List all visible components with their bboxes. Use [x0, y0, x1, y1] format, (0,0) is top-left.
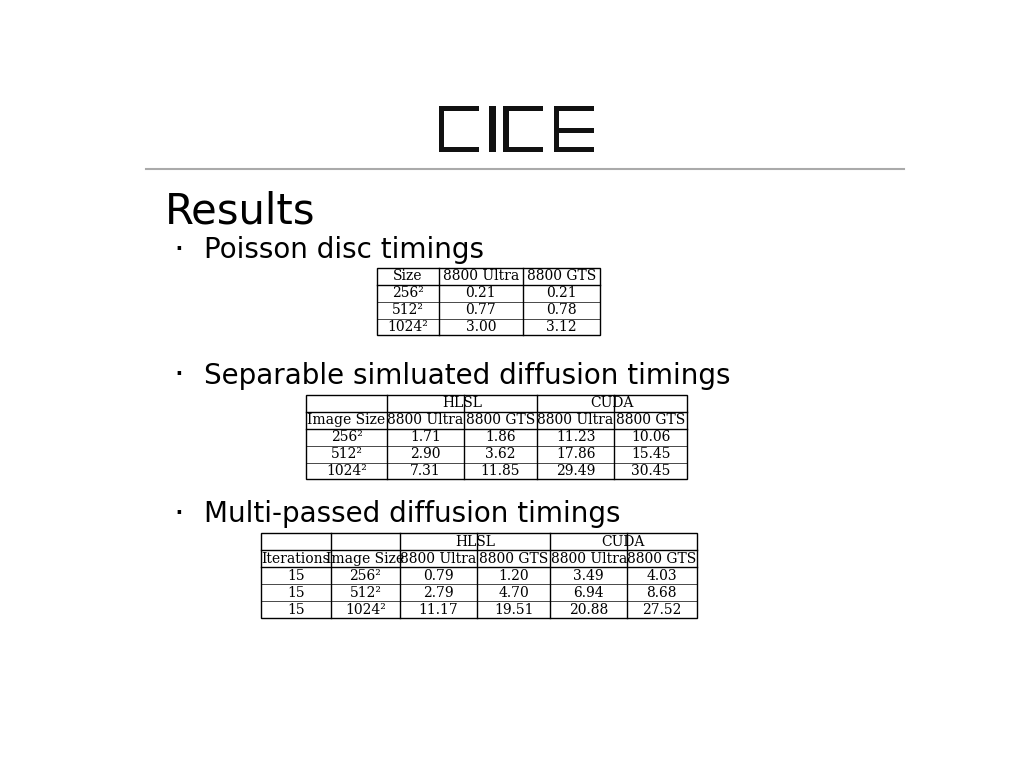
Text: 4.03: 4.03	[646, 569, 677, 583]
Text: 29.49: 29.49	[556, 464, 595, 478]
Text: 512²: 512²	[349, 586, 381, 600]
Text: 30.45: 30.45	[631, 464, 671, 478]
Text: 256²: 256²	[331, 430, 362, 444]
Text: 8800 GTS: 8800 GTS	[527, 270, 596, 283]
Text: HLSL: HLSL	[455, 535, 496, 549]
Bar	[554, 106, 594, 111]
Text: 1.86: 1.86	[485, 430, 516, 444]
Bar	[438, 106, 478, 111]
Text: 15: 15	[288, 603, 305, 617]
Bar	[554, 147, 594, 152]
Text: Iterations: Iterations	[262, 551, 331, 566]
Text: Results: Results	[165, 190, 315, 233]
Text: 2.79: 2.79	[423, 586, 454, 600]
Text: Multi-passed diffusion timings: Multi-passed diffusion timings	[204, 500, 621, 528]
Text: CUDA: CUDA	[591, 396, 634, 410]
Text: 0.78: 0.78	[547, 303, 578, 317]
Text: 11.23: 11.23	[556, 430, 595, 444]
Text: ·: ·	[173, 233, 183, 266]
Text: 7.31: 7.31	[410, 464, 441, 478]
Text: Separable simluated diffusion timings: Separable simluated diffusion timings	[204, 362, 730, 389]
Text: 0.21: 0.21	[466, 286, 497, 300]
Text: 11.85: 11.85	[481, 464, 520, 478]
Text: 8800 Ultra: 8800 Ultra	[400, 551, 477, 566]
Text: 8800 GTS: 8800 GTS	[479, 551, 548, 566]
Text: 20.88: 20.88	[569, 603, 608, 617]
Bar	[306, 395, 687, 479]
Text: 8800 Ultra: 8800 Ultra	[551, 551, 627, 566]
Text: 8.68: 8.68	[646, 586, 677, 600]
Text: 17.86: 17.86	[556, 447, 595, 461]
Text: Size: Size	[393, 270, 423, 283]
Bar	[489, 106, 497, 152]
Bar	[503, 106, 509, 152]
Text: 0.21: 0.21	[547, 286, 578, 300]
Text: CUDA: CUDA	[602, 535, 645, 549]
Text: 15: 15	[288, 569, 305, 583]
Text: 0.79: 0.79	[423, 569, 454, 583]
Text: 8800 Ultra: 8800 Ultra	[387, 413, 464, 427]
Text: 19.51: 19.51	[494, 603, 534, 617]
Text: ·: ·	[173, 359, 183, 392]
Text: HLSL: HLSL	[442, 396, 482, 410]
Text: 8800 GTS: 8800 GTS	[628, 551, 696, 566]
Text: 3.12: 3.12	[547, 320, 578, 334]
Text: 512²: 512²	[331, 447, 362, 461]
Bar	[503, 147, 544, 152]
Text: 3.62: 3.62	[485, 447, 516, 461]
Bar	[554, 127, 594, 133]
Text: 8800 Ultra: 8800 Ultra	[442, 270, 519, 283]
Bar	[438, 106, 444, 152]
Bar	[554, 106, 559, 152]
Bar	[438, 147, 478, 152]
Text: ·: ·	[173, 498, 183, 531]
Text: 1024²: 1024²	[387, 320, 428, 334]
Text: 256²: 256²	[392, 286, 424, 300]
Text: 10.06: 10.06	[631, 430, 671, 444]
Text: 512²: 512²	[392, 303, 424, 317]
Text: 11.17: 11.17	[419, 603, 459, 617]
Bar	[261, 533, 696, 618]
Text: 15.45: 15.45	[631, 447, 671, 461]
Text: Image Size: Image Size	[307, 413, 386, 427]
Text: 1024²: 1024²	[326, 464, 367, 478]
Text: 0.77: 0.77	[466, 303, 497, 317]
Text: 8800 Ultra: 8800 Ultra	[538, 413, 613, 427]
Text: 8800 GTS: 8800 GTS	[466, 413, 536, 427]
Bar	[377, 268, 600, 336]
Text: 15: 15	[288, 586, 305, 600]
Text: 256²: 256²	[349, 569, 381, 583]
Text: 27.52: 27.52	[642, 603, 682, 617]
Text: 4.70: 4.70	[499, 586, 529, 600]
Text: 1.71: 1.71	[410, 430, 441, 444]
Text: 1024²: 1024²	[345, 603, 386, 617]
Bar	[503, 106, 544, 111]
Text: 6.94: 6.94	[573, 586, 604, 600]
Text: 3.49: 3.49	[573, 569, 604, 583]
Text: 3.00: 3.00	[466, 320, 497, 334]
Text: Image Size: Image Size	[327, 551, 404, 566]
Text: 2.90: 2.90	[411, 447, 440, 461]
Text: 1.20: 1.20	[499, 569, 529, 583]
Text: 8800 GTS: 8800 GTS	[616, 413, 685, 427]
Text: Poisson disc timings: Poisson disc timings	[204, 236, 483, 264]
